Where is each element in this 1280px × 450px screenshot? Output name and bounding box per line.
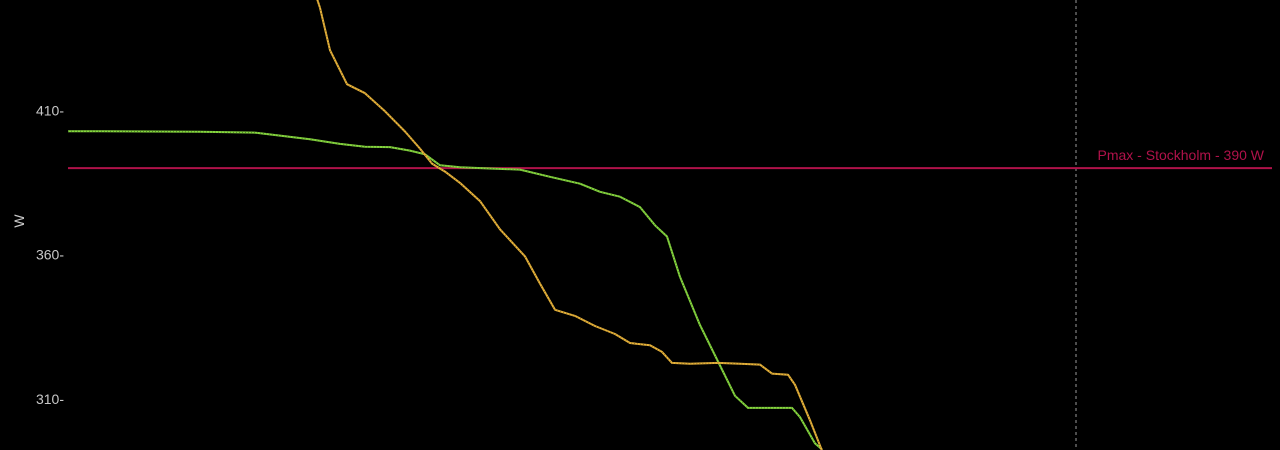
y-tick-label: 310- bbox=[36, 391, 64, 407]
y-axis-label: W bbox=[11, 214, 27, 228]
series-group bbox=[68, 0, 823, 450]
series-line-2 bbox=[316, 0, 823, 450]
y-tick-label: 360- bbox=[36, 247, 64, 263]
series-markers-2 bbox=[316, 0, 823, 450]
pmax-reference-label: Pmax - Stockholm - 390 W bbox=[1098, 147, 1265, 163]
series-line-1 bbox=[68, 130, 823, 450]
y-axis-ticks: 410- 360- 310- bbox=[36, 102, 64, 406]
series-markers-1 bbox=[68, 130, 823, 450]
y-tick-label: 410- bbox=[36, 102, 64, 118]
